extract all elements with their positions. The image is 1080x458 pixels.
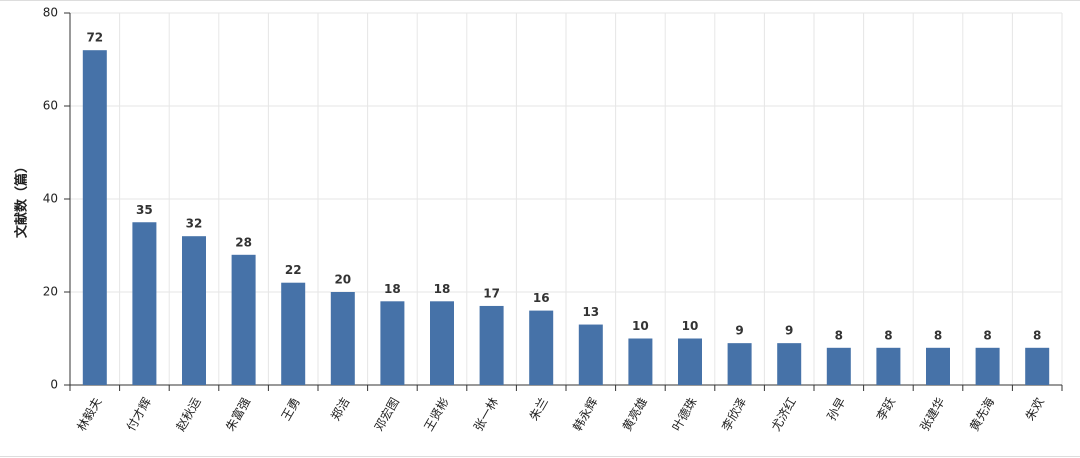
bar bbox=[876, 347, 901, 385]
x-tick-label: 叶德珠 bbox=[669, 395, 700, 434]
x-tick-label: 朱欢 bbox=[1022, 395, 1047, 423]
x-tick-label: 李欣泽 bbox=[718, 395, 749, 434]
bar bbox=[330, 292, 355, 385]
bar bbox=[678, 338, 702, 385]
value-label: 18 bbox=[434, 282, 451, 296]
x-tick-label: 尤济红 bbox=[768, 395, 799, 434]
value-label: 8 bbox=[983, 328, 991, 342]
value-label: 8 bbox=[884, 328, 892, 342]
value-label: 8 bbox=[934, 328, 942, 342]
x-tick-label: 林毅夫 bbox=[73, 395, 104, 434]
bar bbox=[281, 282, 306, 385]
y-tick-label: 0 bbox=[50, 378, 58, 392]
x-tick-label: 赵秋运 bbox=[173, 395, 203, 433]
bar bbox=[529, 310, 554, 385]
x-tick-label: 黄亮雄 bbox=[619, 395, 650, 434]
value-label: 35 bbox=[136, 203, 153, 217]
value-label: 9 bbox=[785, 324, 793, 338]
x-tick-label: 郑洁 bbox=[327, 395, 352, 423]
y-tick-label: 80 bbox=[43, 6, 58, 20]
y-tick-label: 40 bbox=[43, 192, 58, 206]
value-label: 32 bbox=[186, 217, 203, 231]
x-tick-label: 韩永辉 bbox=[569, 395, 600, 434]
bar bbox=[975, 347, 1000, 385]
value-label: 20 bbox=[334, 273, 351, 287]
bar bbox=[777, 343, 802, 385]
x-tick-label: 朱富强 bbox=[222, 395, 253, 434]
value-label: 9 bbox=[735, 324, 743, 338]
bar bbox=[430, 301, 454, 385]
value-label: 28 bbox=[235, 235, 252, 249]
value-label: 8 bbox=[835, 328, 843, 342]
value-label: 22 bbox=[285, 263, 302, 277]
y-axis-label: 文献数（篇） bbox=[14, 160, 30, 238]
x-tick-label: 张一林 bbox=[471, 395, 501, 433]
bar bbox=[1025, 347, 1050, 385]
value-label: 8 bbox=[1033, 328, 1041, 342]
x-tick-label: 李跃 bbox=[873, 395, 898, 423]
x-tick-label: 朱兰 bbox=[527, 395, 551, 423]
value-label: 10 bbox=[632, 319, 649, 333]
x-tick-label: 付才辉 bbox=[124, 395, 154, 433]
y-tick-label: 60 bbox=[43, 99, 58, 113]
x-tick-label: 邓宏图 bbox=[371, 395, 402, 434]
bar bbox=[628, 338, 653, 385]
bar bbox=[231, 254, 256, 385]
bar bbox=[727, 343, 752, 385]
bar bbox=[926, 347, 950, 385]
x-tick-label: 黄先海 bbox=[966, 395, 997, 434]
bar bbox=[132, 222, 157, 385]
value-label: 18 bbox=[384, 282, 401, 296]
bar bbox=[182, 236, 206, 385]
x-tick-label: 王贤彬 bbox=[421, 395, 451, 433]
bar bbox=[82, 50, 107, 385]
value-label: 16 bbox=[533, 291, 550, 305]
value-label: 17 bbox=[483, 286, 500, 300]
x-tick-label: 孙早 bbox=[824, 395, 848, 423]
value-label: 10 bbox=[682, 319, 699, 333]
x-tick-label: 张建华 bbox=[917, 395, 947, 433]
value-label: 72 bbox=[86, 31, 103, 45]
x-tick-label: 王勇 bbox=[279, 395, 303, 423]
bar bbox=[479, 305, 504, 385]
bar bbox=[826, 347, 851, 385]
bar bbox=[380, 301, 405, 385]
value-label: 13 bbox=[582, 305, 599, 319]
bar bbox=[578, 324, 603, 385]
y-tick-label: 20 bbox=[43, 285, 58, 299]
